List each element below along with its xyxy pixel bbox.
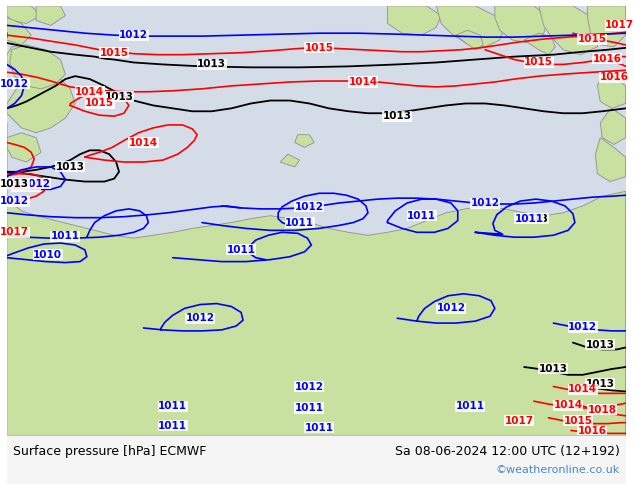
Polygon shape: [7, 45, 51, 79]
Text: Surface pressure [hPa] ECMWF: Surface pressure [hPa] ECMWF: [13, 445, 206, 459]
Polygon shape: [10, 45, 65, 89]
Text: 1013: 1013: [586, 379, 615, 389]
Text: 1011: 1011: [158, 401, 187, 411]
Text: 1013: 1013: [197, 59, 226, 70]
Text: 1013: 1013: [0, 178, 29, 189]
Text: Sa 08-06-2024 12:00 UTC (12+192): Sa 08-06-2024 12:00 UTC (12+192): [395, 445, 620, 459]
Polygon shape: [7, 123, 626, 435]
Text: 1014: 1014: [568, 385, 597, 394]
Text: 1012: 1012: [119, 30, 148, 40]
Text: 1014: 1014: [129, 138, 158, 147]
Polygon shape: [7, 76, 75, 133]
Text: 1011: 1011: [226, 245, 256, 255]
Text: ©weatheronline.co.uk: ©weatheronline.co.uk: [496, 466, 620, 475]
Polygon shape: [524, 33, 555, 55]
Text: 1015: 1015: [305, 43, 333, 53]
Text: 1012: 1012: [186, 313, 214, 323]
Text: 1014: 1014: [349, 77, 378, 87]
Text: 1013: 1013: [519, 214, 548, 223]
Polygon shape: [36, 6, 65, 25]
Text: 1016: 1016: [578, 426, 607, 437]
Text: 1012: 1012: [295, 202, 324, 212]
Text: 1011: 1011: [51, 231, 80, 241]
Polygon shape: [588, 6, 626, 47]
Polygon shape: [295, 135, 314, 147]
Text: 1011: 1011: [285, 218, 314, 227]
Text: 1012: 1012: [0, 79, 29, 89]
Polygon shape: [539, 6, 602, 55]
Text: 1012: 1012: [436, 303, 465, 314]
Text: 1014: 1014: [75, 87, 105, 97]
Polygon shape: [495, 6, 548, 43]
Text: 1011: 1011: [295, 403, 324, 413]
Text: 1017: 1017: [605, 21, 634, 30]
Text: 1014: 1014: [12, 181, 41, 192]
Text: 1012: 1012: [22, 178, 51, 189]
Text: 1012: 1012: [0, 196, 29, 206]
Text: 1018: 1018: [588, 405, 617, 415]
Polygon shape: [7, 133, 41, 162]
Text: 1016: 1016: [599, 72, 628, 82]
Text: 1015: 1015: [100, 48, 129, 58]
Polygon shape: [387, 6, 441, 35]
Text: 1011: 1011: [158, 420, 187, 431]
Text: 1011: 1011: [456, 401, 485, 411]
Text: 1011: 1011: [515, 214, 543, 223]
Text: 1010: 1010: [34, 250, 62, 260]
Bar: [7, 435, 626, 484]
Text: 1011: 1011: [407, 211, 436, 220]
Text: 1016: 1016: [593, 53, 621, 64]
Polygon shape: [7, 6, 41, 24]
Text: 1015: 1015: [524, 57, 553, 68]
Text: 1015: 1015: [578, 34, 607, 44]
Text: 1012: 1012: [568, 322, 597, 332]
Text: 1011: 1011: [305, 422, 333, 433]
Text: 1015: 1015: [85, 98, 114, 108]
Text: 1013: 1013: [383, 111, 411, 121]
Polygon shape: [456, 30, 483, 50]
Text: 1013: 1013: [586, 340, 615, 349]
Text: 1012: 1012: [470, 198, 500, 208]
Text: 1015: 1015: [564, 416, 592, 426]
Text: 1013: 1013: [105, 92, 134, 101]
Polygon shape: [600, 108, 626, 145]
Polygon shape: [595, 138, 626, 182]
Text: 1017: 1017: [505, 416, 534, 426]
Polygon shape: [436, 6, 505, 47]
Text: 1014: 1014: [553, 400, 583, 410]
Bar: [7, 6, 626, 435]
Polygon shape: [7, 18, 31, 45]
Polygon shape: [280, 154, 300, 167]
Text: 1013: 1013: [56, 162, 85, 172]
Polygon shape: [597, 74, 626, 108]
Text: 1017: 1017: [0, 227, 29, 237]
Text: 1012: 1012: [295, 382, 324, 392]
Text: 1013: 1013: [539, 364, 568, 374]
